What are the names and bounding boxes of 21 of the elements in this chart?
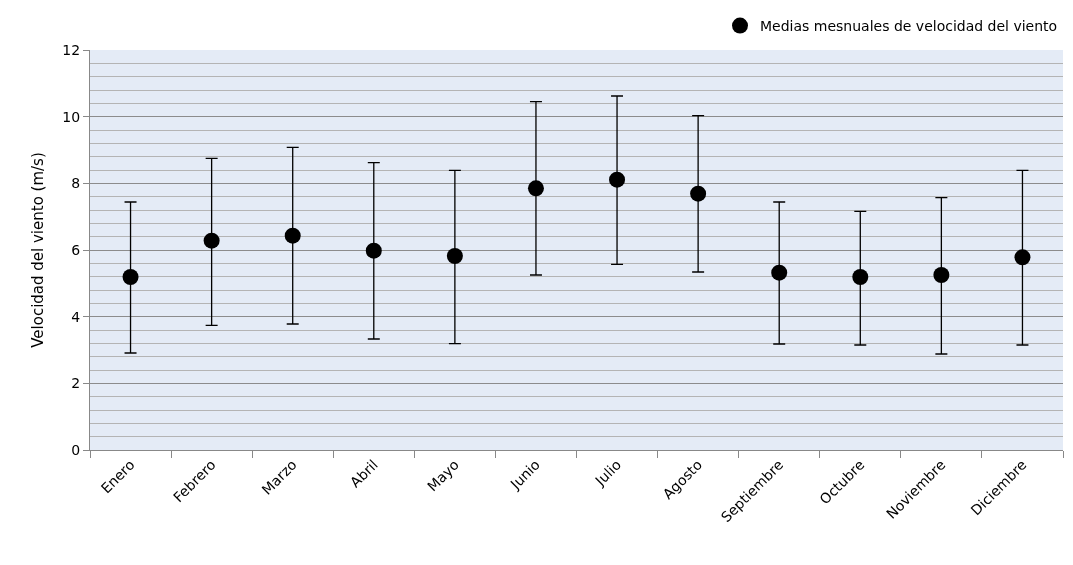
- point: [1014, 249, 1031, 266]
- point: [690, 185, 707, 202]
- point: [122, 269, 139, 285]
- y-tick-label: 4: [71, 308, 81, 325]
- point: [365, 242, 382, 259]
- point: [527, 180, 544, 197]
- y-tick-label: 10: [62, 108, 81, 125]
- point: [446, 248, 463, 264]
- y-axis-title: Velocidad del viento (m/s): [28, 152, 47, 348]
- point: [609, 171, 626, 188]
- point: [203, 232, 220, 249]
- y-tick-label: 0: [71, 441, 81, 458]
- legend-label: Medias mesnuales de velocidad del viento: [760, 18, 1058, 35]
- point: [852, 269, 869, 285]
- y-tick-label: 6: [71, 241, 81, 258]
- y-tick-label: 2: [71, 375, 81, 392]
- y-tick-label: 8: [71, 175, 81, 192]
- point: [933, 267, 950, 283]
- y-tick-label: 12: [62, 41, 81, 58]
- point: [771, 264, 788, 281]
- point: [284, 227, 301, 244]
